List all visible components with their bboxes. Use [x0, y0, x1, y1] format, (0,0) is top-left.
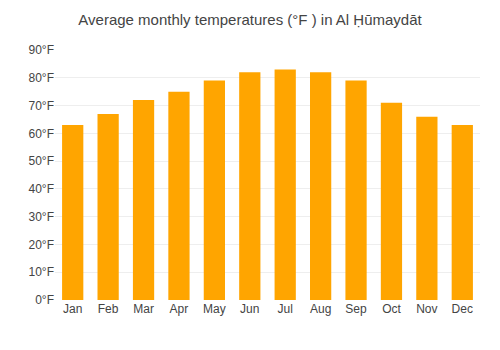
- svg-text:Jan: Jan: [63, 302, 82, 316]
- svg-text:Aug: Aug: [310, 302, 331, 316]
- svg-text:Jul: Jul: [278, 302, 293, 316]
- svg-text:Jun: Jun: [240, 302, 259, 316]
- svg-text:50°F: 50°F: [29, 154, 54, 168]
- svg-text:Average monthly temperatures (: Average monthly temperatures (°F ) in Al…: [78, 11, 422, 28]
- svg-text:90°F: 90°F: [29, 43, 54, 57]
- svg-text:40°F: 40°F: [29, 182, 54, 196]
- svg-text:70°F: 70°F: [29, 99, 54, 113]
- svg-text:80°F: 80°F: [29, 71, 54, 85]
- svg-text:Feb: Feb: [98, 302, 119, 316]
- svg-text:20°F: 20°F: [29, 238, 54, 252]
- svg-text:30°F: 30°F: [29, 210, 54, 224]
- svg-text:Mar: Mar: [133, 302, 154, 316]
- svg-text:10°F: 10°F: [29, 265, 54, 279]
- svg-text:May: May: [203, 302, 226, 316]
- svg-text:Nov: Nov: [416, 302, 437, 316]
- svg-text:60°F: 60°F: [29, 127, 54, 141]
- svg-text:Oct: Oct: [382, 302, 401, 316]
- svg-text:Sep: Sep: [345, 302, 367, 316]
- svg-text:Apr: Apr: [170, 302, 189, 316]
- svg-text:0°F: 0°F: [35, 293, 54, 307]
- svg-text:Dec: Dec: [452, 302, 473, 316]
